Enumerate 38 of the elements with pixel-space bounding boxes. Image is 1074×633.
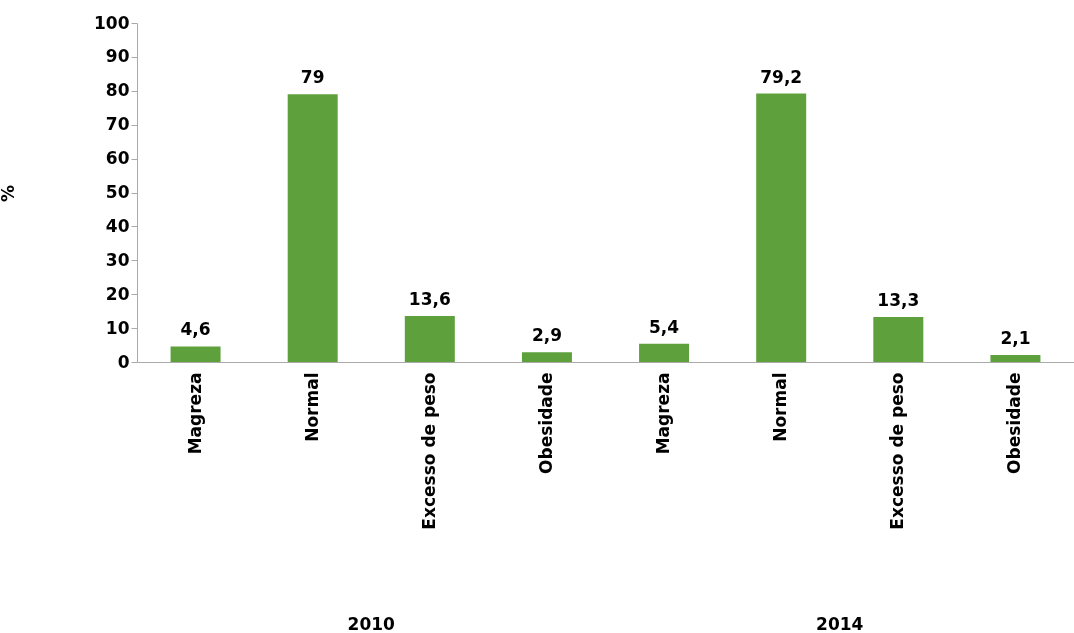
data-label: 13,6: [408, 288, 451, 309]
y-tick-label: 80: [105, 80, 130, 101]
y-tick-label: 70: [105, 114, 130, 135]
data-label: 2,1: [1000, 327, 1031, 348]
data-label: 79,2: [760, 66, 803, 87]
bar: [170, 346, 221, 362]
data-label: 13,3: [877, 289, 920, 310]
data-label: 5,4: [649, 316, 680, 337]
x-tick-label: Excesso de peso: [887, 372, 908, 530]
text: 2010: [347, 614, 396, 633]
bar: [756, 93, 807, 362]
y-tick-label: 100: [94, 12, 130, 33]
x-tick-label: Obesidade: [1004, 372, 1025, 474]
y-tick-label: 10: [105, 317, 130, 338]
bar: [639, 343, 690, 362]
x-tick-label: Normal: [770, 372, 791, 442]
x-tick-label: Magreza: [184, 372, 205, 455]
x-tick-label: Magreza: [653, 372, 674, 455]
bar: [404, 315, 455, 362]
data-label: 2,9: [531, 325, 562, 346]
y-tick-label: 40: [105, 215, 130, 236]
x-tick-label: Obesidade: [535, 372, 556, 474]
y-tick-label: 20: [105, 283, 130, 304]
bar: [287, 94, 338, 362]
text: 2014: [816, 614, 864, 633]
y-axis-title: %: [0, 184, 18, 203]
y-tick-label: 90: [105, 46, 130, 67]
y-tick-label: 0: [117, 351, 130, 372]
x-tick-label: Excesso de peso: [418, 372, 439, 530]
y-tick-label: 30: [105, 249, 130, 270]
bar: [873, 316, 924, 362]
data-label: 79: [300, 67, 325, 88]
y-tick-label: 60: [105, 148, 130, 169]
bar: [990, 354, 1041, 362]
x-tick-label: Normal: [301, 372, 322, 442]
y-tick-label: 50: [105, 182, 130, 202]
bar: [521, 352, 572, 362]
data-label: 4,6: [180, 319, 211, 340]
